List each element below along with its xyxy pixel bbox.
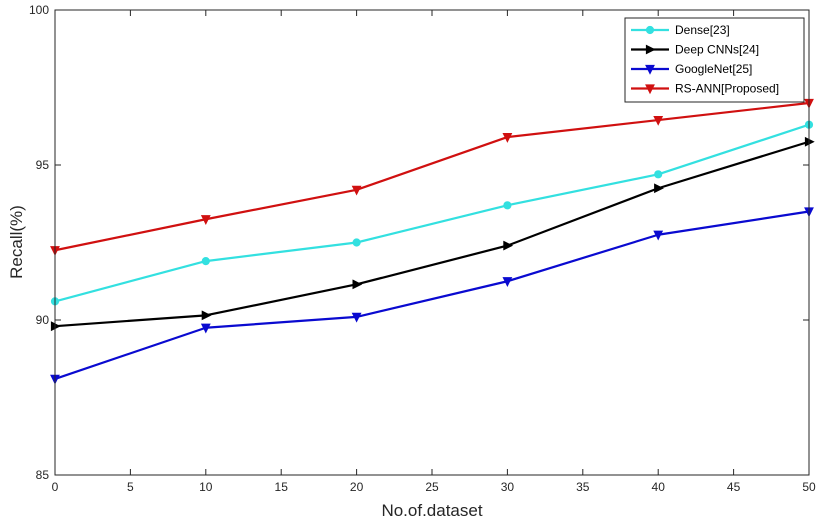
legend-label: GoogleNet[25] — [675, 62, 752, 76]
data-point-rs-ann-proposed — [502, 133, 513, 143]
data-point-googlenet-25 — [502, 277, 513, 287]
x-axis-title: No.of.dataset — [381, 501, 482, 520]
data-point-deep-cnns-24 — [201, 310, 212, 321]
y-tick-label: 100 — [29, 3, 49, 17]
x-tick-label: 30 — [501, 480, 515, 494]
series-line-googlenet-25 — [54, 210, 810, 380]
series-line-dense-23 — [54, 123, 810, 303]
legend-label: Deep CNNs[24] — [675, 43, 759, 57]
legend-label: Dense[23] — [675, 23, 730, 37]
x-tick-label: 15 — [275, 480, 289, 494]
data-point-deep-cnns-24 — [503, 240, 514, 251]
data-point-googlenet-25 — [653, 230, 664, 241]
legend: Dense[23] Deep CNNs[24] GoogleNet[25] RS-AN… — [624, 17, 805, 103]
series-line-deep-cnns-24 — [54, 140, 810, 328]
y-axis-title: Recall(%) — [7, 205, 26, 279]
x-tick-label: 40 — [652, 480, 666, 494]
legend-entry-rs-ann-proposed: RS-ANN[Proposed] — [631, 82, 779, 96]
legend-marker — [645, 84, 655, 95]
data-point-dense-23 — [503, 201, 512, 210]
legend-entry-dense-23: Dense[23] — [631, 23, 730, 37]
plot-marks — [50, 98, 815, 385]
x-tick-label: 35 — [576, 480, 590, 494]
axes: 0 5 10 15 20 25 30 35 40 45 50 85 90 95 100 — [29, 3, 816, 494]
x-tick-label: 45 — [727, 480, 741, 494]
series-googlenet-25 — [50, 207, 814, 385]
data-point-rs-ann-proposed — [351, 185, 362, 196]
y-tick-label: 85 — [36, 468, 50, 482]
legend-marker — [645, 25, 655, 35]
data-point-rs-ann-proposed — [200, 215, 211, 225]
x-tick-label: 10 — [199, 480, 213, 494]
x-tick-label: 5 — [127, 480, 134, 494]
data-point-dense-23 — [654, 170, 663, 179]
series-line-rs-ann-proposed — [54, 101, 810, 252]
legend-marker — [645, 64, 655, 75]
x-tick-label: 20 — [350, 480, 364, 494]
data-point-dense-23 — [201, 257, 210, 266]
legend-entry-googlenet-25: GoogleNet[25] — [631, 62, 752, 76]
data-point-deep-cnns-24 — [352, 279, 363, 290]
data-point-rs-ann-proposed — [653, 115, 664, 126]
x-tick-label: 0 — [52, 480, 59, 494]
data-point-googlenet-25 — [200, 323, 211, 334]
x-tick-label: 25 — [425, 480, 439, 494]
series-dense-23 — [50, 120, 814, 306]
y-tick-label: 95 — [36, 158, 50, 172]
data-point-deep-cnns-24 — [654, 183, 664, 194]
x-tick-label: 50 — [802, 480, 816, 494]
data-point-googlenet-25 — [351, 312, 362, 323]
legend-label: RS-ANN[Proposed] — [675, 82, 779, 96]
data-point-dense-23 — [352, 238, 361, 247]
legend-entry-deep-cnns-24: Deep CNNs[24] — [631, 43, 759, 57]
legend-marker — [645, 44, 656, 55]
y-tick-label: 90 — [36, 313, 50, 327]
